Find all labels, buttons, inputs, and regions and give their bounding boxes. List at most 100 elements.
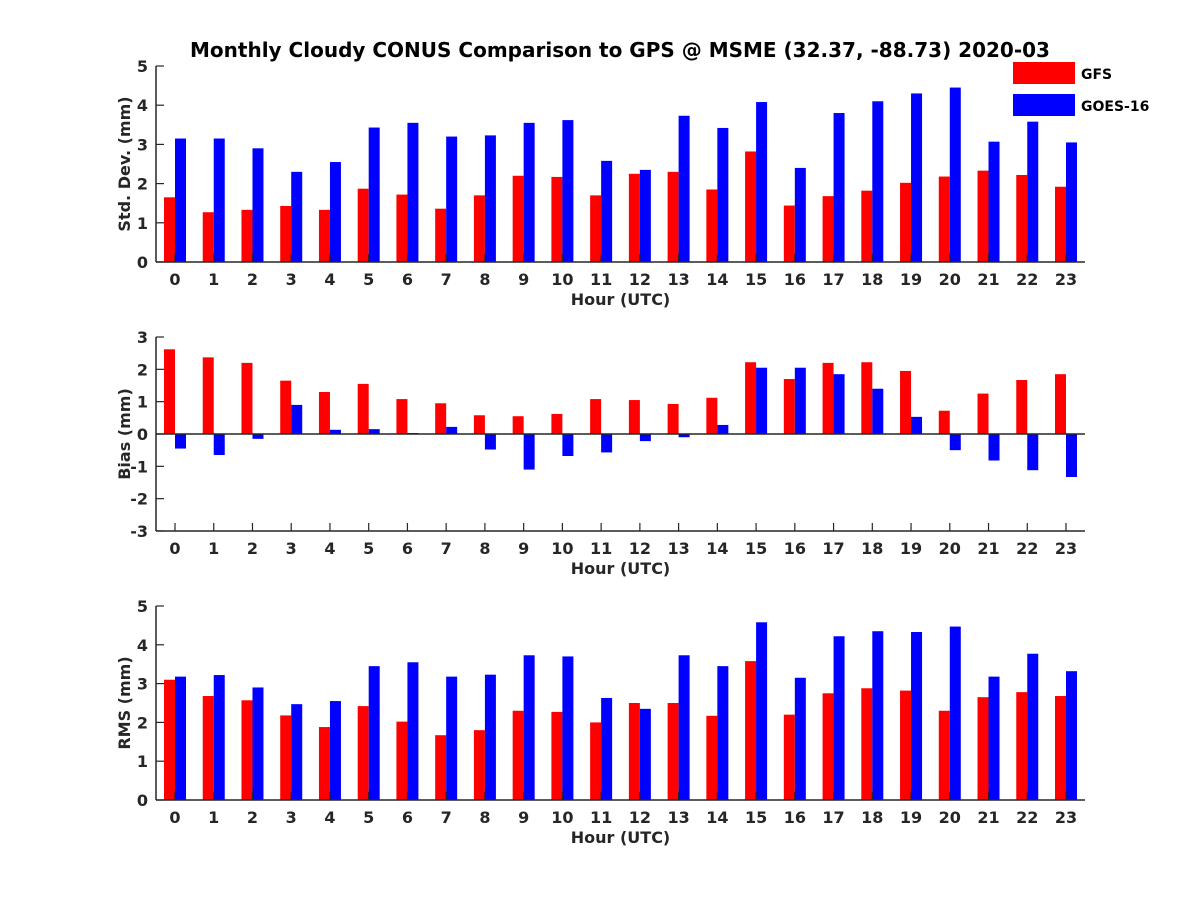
bar-gfs-23 bbox=[1055, 186, 1066, 262]
bar-gfs-20 bbox=[938, 410, 950, 434]
y-axis-label: RMS (mm) bbox=[115, 656, 134, 749]
x-tick-label: 16 bbox=[784, 808, 806, 827]
x-tick-label: 23 bbox=[1055, 270, 1077, 289]
y-tick-label: 0 bbox=[137, 425, 148, 444]
x-tick-label: 7 bbox=[441, 270, 452, 289]
bar-gfs-14 bbox=[706, 715, 718, 800]
bar-goes-16-15 bbox=[756, 367, 768, 434]
x-tick-label: 0 bbox=[169, 270, 180, 289]
bar-gfs-5 bbox=[357, 706, 369, 800]
x-tick-label: 15 bbox=[745, 270, 767, 289]
bar-gfs-0 bbox=[164, 679, 175, 800]
x-tick-label: 12 bbox=[629, 270, 651, 289]
x-tick-label: 21 bbox=[977, 808, 999, 827]
bar-gfs-6 bbox=[396, 721, 408, 800]
x-tick-label: 6 bbox=[402, 270, 413, 289]
bar-goes-16-5 bbox=[368, 666, 380, 800]
bar-goes-16-11 bbox=[601, 697, 613, 800]
x-tick-label: 19 bbox=[900, 539, 922, 558]
bar-gfs-22 bbox=[1016, 174, 1028, 262]
x-tick-label: 6 bbox=[402, 808, 413, 827]
bar-goes-16-23 bbox=[1066, 142, 1077, 262]
bar-gfs-8 bbox=[473, 195, 485, 262]
bar-goes-16-21 bbox=[988, 676, 1000, 800]
y-tick-label: 3 bbox=[137, 675, 148, 694]
x-tick-label: 4 bbox=[324, 270, 335, 289]
x-tick-label: 20 bbox=[939, 270, 961, 289]
bar-gfs-20 bbox=[938, 176, 950, 262]
legend-swatch-gfs bbox=[1013, 62, 1075, 84]
bar-gfs-4 bbox=[318, 391, 330, 434]
bar-goes-16-10 bbox=[562, 434, 574, 456]
x-tick-label: 12 bbox=[629, 808, 651, 827]
x-tick-label: 14 bbox=[706, 808, 728, 827]
bar-goes-16-14 bbox=[717, 127, 729, 262]
bar-goes-16-0 bbox=[175, 138, 186, 262]
y-tick-label: 2 bbox=[137, 360, 148, 379]
y-tick-label: 1 bbox=[137, 214, 148, 233]
bar-gfs-21 bbox=[977, 170, 989, 262]
x-tick-label: 14 bbox=[706, 539, 728, 558]
bar-gfs-14 bbox=[706, 189, 718, 262]
bar-goes-16-14 bbox=[717, 424, 729, 434]
y-tick-label: -2 bbox=[130, 490, 148, 509]
bar-gfs-6 bbox=[396, 194, 408, 262]
bar-goes-16-13 bbox=[678, 115, 690, 262]
bar-goes-16-22 bbox=[1027, 434, 1039, 471]
bar-goes-16-8 bbox=[484, 135, 496, 262]
bar-gfs-0 bbox=[164, 349, 175, 434]
bar-gfs-17 bbox=[822, 196, 834, 262]
bar-gfs-2 bbox=[241, 209, 253, 262]
bar-goes-16-0 bbox=[175, 676, 186, 800]
bar-goes-16-3 bbox=[291, 404, 303, 434]
x-tick-label: 3 bbox=[286, 270, 297, 289]
bar-gfs-13 bbox=[667, 703, 679, 800]
bar-goes-16-17 bbox=[833, 113, 845, 262]
x-tick-label: 10 bbox=[551, 270, 573, 289]
x-tick-label: 19 bbox=[900, 808, 922, 827]
bar-goes-16-1 bbox=[213, 434, 225, 456]
bar-gfs-16 bbox=[783, 379, 795, 434]
bar-goes-16-9 bbox=[523, 655, 535, 800]
bar-goes-16-20 bbox=[949, 434, 961, 451]
x-tick-label: 1 bbox=[208, 539, 219, 558]
x-tick-label: 12 bbox=[629, 539, 651, 558]
y-tick-label: -1 bbox=[130, 457, 148, 476]
bar-gfs-19 bbox=[900, 370, 912, 434]
x-tick-label: 8 bbox=[479, 808, 490, 827]
x-tick-label: 1 bbox=[208, 270, 219, 289]
legend: GFS GOES-16 bbox=[1013, 62, 1149, 116]
bar-goes-16-7 bbox=[446, 426, 458, 434]
y-tick-label: 4 bbox=[137, 96, 148, 115]
y-tick-label: 0 bbox=[137, 791, 148, 810]
y-tick-label: -3 bbox=[130, 522, 148, 541]
bar-gfs-23 bbox=[1055, 696, 1066, 800]
bar-gfs-10 bbox=[551, 711, 563, 800]
bar-goes-16-8 bbox=[484, 434, 496, 450]
bar-gfs-1 bbox=[202, 696, 214, 800]
bar-goes-16-18 bbox=[872, 101, 884, 262]
legend-label-goes-16: GOES-16 bbox=[1081, 99, 1149, 115]
bar-gfs-10 bbox=[551, 413, 563, 434]
y-axis-label: Bias (mm) bbox=[115, 388, 134, 480]
y-tick-label: 5 bbox=[137, 57, 148, 76]
bar-goes-16-10 bbox=[562, 120, 574, 262]
x-tick-label: 17 bbox=[822, 808, 844, 827]
bar-gfs-11 bbox=[590, 722, 602, 800]
x-tick-label: 18 bbox=[861, 808, 883, 827]
y-axis-label: Std. Dev. (mm) bbox=[115, 96, 134, 231]
x-tick-label: 23 bbox=[1055, 808, 1077, 827]
bar-gfs-22 bbox=[1016, 692, 1028, 800]
x-tick-label: 8 bbox=[479, 539, 490, 558]
x-tick-label: 13 bbox=[667, 539, 689, 558]
x-axis-label: Hour (UTC) bbox=[571, 828, 671, 847]
bar-goes-16-18 bbox=[872, 631, 884, 800]
x-tick-label: 20 bbox=[939, 808, 961, 827]
bar-gfs-9 bbox=[512, 416, 524, 434]
bar-goes-16-14 bbox=[717, 666, 729, 800]
bar-gfs-4 bbox=[318, 209, 330, 262]
bar-gfs-1 bbox=[202, 212, 214, 262]
x-tick-label: 16 bbox=[784, 539, 806, 558]
